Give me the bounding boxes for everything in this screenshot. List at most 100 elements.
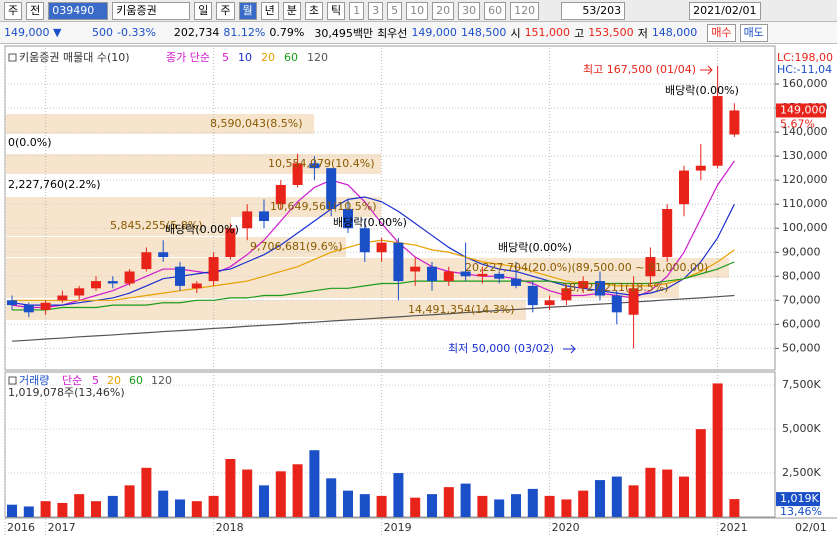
y-tick-label: 80,000 [782,269,821,282]
candle-body [275,184,286,205]
candle-body [729,110,740,135]
interval[interactable]: 주 [216,1,235,20]
volume-bar [460,483,471,517]
legend-entry: 5 [92,374,99,387]
quote-bar: 149,000 ▼ 500 -0.33% 202,734 81.12% 0.79% 30,4… [0,22,837,44]
current-price-box [776,103,826,118]
chart: 50,000 60,000 70,000 80,000 90,000 100,000 110… [4,45,837,537]
x-end-label: 02/01 [795,521,827,534]
legend-ma-label: 종가 단순 [166,51,210,64]
interval[interactable]: 일 [194,1,213,20]
quote-amount: 30,495백만 [314,26,374,40]
prev[interactable]: 전 [26,1,45,20]
step[interactable]: 60 [484,1,507,20]
x-tick-label: 2016 [7,521,35,534]
name: 키움증권 [112,1,191,20]
sell-button[interactable]: 매도 [739,23,768,42]
volume-bar [158,490,169,517]
interval[interactable]: 월 [238,1,257,20]
x-tick-label: 2021 [720,521,748,534]
legend-entry: 60 [129,374,143,387]
candle-body [695,165,706,171]
interval[interactable]: 틱 [327,1,346,20]
step[interactable]: 10 [406,1,429,20]
period[interactable]: 주 [4,1,23,20]
annotation: 18,727,211(18.5%) [562,281,669,294]
interval[interactable]: 초 [304,1,323,20]
y-tick-label: 120,000 [782,173,828,186]
candle-body [107,281,118,284]
quote-high: 153,500 [588,26,634,39]
volume-bar [645,467,656,517]
y-tick-label: 60,000 [782,317,821,330]
annotation: 9,706,681(9.6%) [250,240,343,253]
y-tick-label: 140,000 [782,125,828,138]
candle-body [477,273,488,277]
annotation: 배당락(0.00%) [165,223,239,236]
step[interactable]: 3 [368,1,384,20]
annotation: 배당락(0.00%) [665,84,739,97]
step[interactable]: 30 [458,1,481,20]
volume-bar [23,506,34,517]
volume-bar [712,383,723,517]
interval[interactable]: 분 [282,1,301,20]
quote-price: 149,000 ▼ [4,26,62,39]
volume-bar [544,495,555,517]
x-tick-label: 2018 [216,521,244,534]
current-price-label: 149,000 [780,103,826,116]
volume-bar [443,487,454,517]
ma-line [12,239,735,301]
volume-bar [679,476,689,517]
volume-bar [225,459,236,517]
candle-body [124,271,135,284]
volume-title: 거래량 [19,374,49,387]
candle-body [662,209,673,258]
code[interactable]: 039490 [48,1,109,20]
y-tick-label: 7,500K [782,378,821,391]
candle-body [208,257,219,282]
candle-body [561,288,572,301]
candle-body [74,288,85,296]
x-tick-label: 2020 [552,521,580,534]
quote-change_pct: -0.33% [117,26,156,39]
current-volume-pct: 13,46% [780,505,822,518]
annotation: 2,227,760(2.2%) [8,178,101,191]
y-tick-label: 160,000 [782,77,828,90]
annotation: 배당락(0.00%) [333,216,407,229]
volume-bar [410,497,421,517]
annotation: 0(0.0%) [8,136,52,149]
volume-bar [326,478,337,517]
ma-line [11,196,735,306]
candle-body [712,96,723,166]
step[interactable]: 1 [349,1,365,20]
candle-body [326,168,337,209]
candle-body [141,252,152,270]
candle-body [23,305,34,313]
volume-bar [729,499,740,517]
volume-bar [511,494,521,517]
candle-body [376,242,387,253]
step[interactable]: 20 [432,1,455,20]
current-volume-label: 1,019K [780,492,819,505]
ma-line [12,261,735,311]
lc-label: LC:198,00 [777,51,833,64]
candle-body [628,288,639,315]
candle-body [578,281,589,289]
legend-entry: 120 [307,51,328,64]
current-volume-box [776,492,820,507]
volume-bar [309,450,320,517]
step[interactable]: 5 [387,1,403,20]
step[interactable]: 120 [510,1,540,20]
annotation: 8,590,043(8.5%) [210,117,303,130]
annotation: 배당락(0.00%) [498,241,572,254]
y-tick-label: 2,500K [782,466,821,479]
legend-entry: 60 [284,51,298,64]
date[interactable]: 2021/02/01 [689,1,761,20]
candle-body [460,271,471,277]
buy-button[interactable]: 매수 [707,23,736,42]
interval[interactable]: 년 [260,1,279,20]
volume-bar [343,490,353,517]
volume-bar [359,494,370,517]
y-tick-label: 110,000 [782,197,828,210]
annotation: 20,227,704(20.0%)(89,500.00 ~ 81,000.00) [465,261,708,274]
